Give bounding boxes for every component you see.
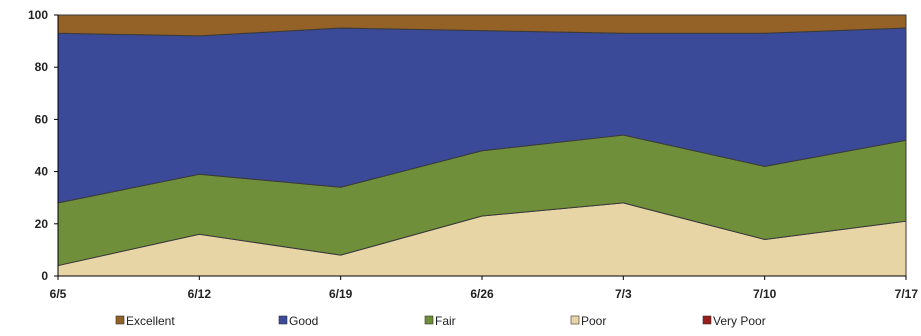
- y-tick-label: 0: [41, 269, 48, 283]
- legend-label: Very Poor: [713, 314, 766, 328]
- x-tick-label: 6/19: [329, 287, 353, 301]
- legend-label: Fair: [435, 314, 456, 328]
- legend-swatch: [278, 315, 288, 325]
- y-tick-label: 80: [35, 60, 49, 74]
- x-tick-label: 7/17: [895, 287, 919, 301]
- y-tick-label: 20: [35, 217, 49, 231]
- x-tick-label: 7/10: [753, 287, 777, 301]
- legend-label: Good: [289, 314, 318, 328]
- y-tick-label: 40: [35, 165, 49, 179]
- legend-swatch: [570, 315, 580, 325]
- x-tick-label: 7/3: [615, 287, 632, 301]
- legend-item-good: Good: [278, 314, 318, 328]
- legend-item-poor: Poor: [570, 314, 606, 328]
- y-tick-label: 60: [35, 112, 49, 126]
- legend-label: Excellent: [126, 314, 175, 328]
- area-excellent: [57, 14, 907, 37]
- legend-item-excellent: Excellent: [115, 314, 175, 328]
- legend-item-very-poor: Very Poor: [702, 314, 766, 328]
- legend-swatch: [115, 315, 125, 325]
- y-tick-label: 100: [28, 8, 48, 22]
- x-axis-ticks: 6/5 6/12 6/19 6/26 7/3 7/10 7/17: [50, 276, 919, 301]
- legend-swatch: [424, 315, 434, 325]
- x-tick-label: 6/5: [50, 287, 67, 301]
- legend: Excellent Good Fair Poor Very Poor: [115, 314, 766, 328]
- legend-label: Poor: [581, 314, 606, 328]
- area-series-group: [57, 14, 907, 277]
- legend-swatch: [702, 315, 712, 325]
- x-tick-label: 6/12: [188, 287, 212, 301]
- x-tick-label: 6/26: [470, 287, 494, 301]
- y-axis-ticks: 0 20 40 60 80 100: [28, 8, 58, 283]
- legend-item-fair: Fair: [424, 314, 456, 328]
